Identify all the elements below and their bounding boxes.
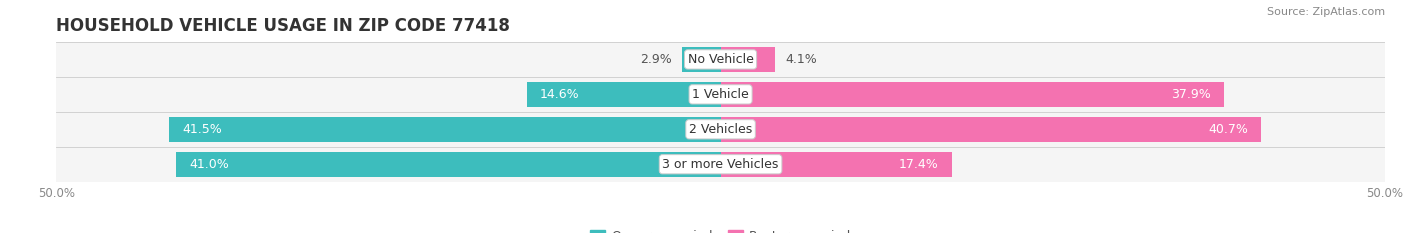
Bar <box>721 82 1225 107</box>
Bar <box>721 47 775 72</box>
Bar <box>56 42 1385 77</box>
Text: 41.0%: 41.0% <box>188 158 229 171</box>
Text: No Vehicle: No Vehicle <box>688 53 754 66</box>
Text: 41.5%: 41.5% <box>183 123 222 136</box>
Text: 2 Vehicles: 2 Vehicles <box>689 123 752 136</box>
Bar <box>169 117 721 142</box>
Text: 17.4%: 17.4% <box>898 158 938 171</box>
Bar <box>721 117 1261 142</box>
Bar <box>721 152 952 177</box>
Legend: Owner-occupied, Renter-occupied: Owner-occupied, Renter-occupied <box>585 225 856 233</box>
Bar <box>56 112 1385 147</box>
Bar <box>176 152 721 177</box>
Text: 2.9%: 2.9% <box>640 53 672 66</box>
Text: 40.7%: 40.7% <box>1208 123 1249 136</box>
Bar <box>682 47 721 72</box>
Text: 1 Vehicle: 1 Vehicle <box>692 88 749 101</box>
Text: 14.6%: 14.6% <box>540 88 579 101</box>
Text: 3 or more Vehicles: 3 or more Vehicles <box>662 158 779 171</box>
Text: Source: ZipAtlas.com: Source: ZipAtlas.com <box>1267 7 1385 17</box>
Text: HOUSEHOLD VEHICLE USAGE IN ZIP CODE 77418: HOUSEHOLD VEHICLE USAGE IN ZIP CODE 7741… <box>56 17 510 35</box>
Text: 37.9%: 37.9% <box>1171 88 1211 101</box>
Bar <box>527 82 721 107</box>
Text: 4.1%: 4.1% <box>786 53 817 66</box>
Bar <box>56 77 1385 112</box>
Bar <box>56 147 1385 182</box>
